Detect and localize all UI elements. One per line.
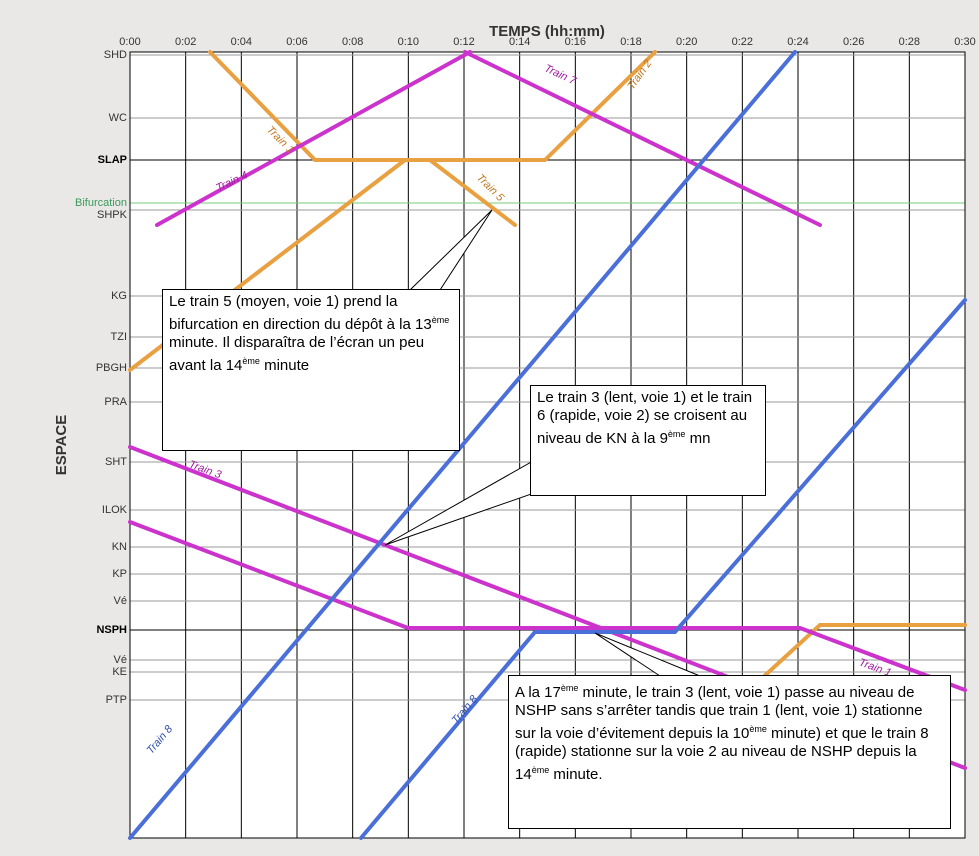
time-label: 0:24: [787, 36, 808, 48]
station-label: KG: [111, 290, 127, 302]
title: TEMPS (hh:mm): [489, 23, 605, 40]
station-label: SHPK: [97, 209, 128, 221]
station-label: PRA: [104, 396, 127, 408]
time-label: 0:06: [286, 36, 307, 48]
station-label: KP: [112, 568, 127, 580]
callout-text: Le train 3 (lent, voie 1) et le train 6 …: [537, 389, 753, 447]
time-label: 0:14: [509, 36, 530, 48]
train-line: [758, 623, 967, 682]
callout-text: ème: [531, 765, 550, 775]
callout: A la 17ème minute, le train 3 (lent, voi…: [508, 675, 951, 829]
train-line: [208, 50, 517, 227]
station-label: PBGH: [96, 362, 127, 374]
time-label: 0:02: [175, 36, 196, 48]
train-line: [128, 520, 967, 692]
time-label: 0:20: [676, 36, 697, 48]
callout-text: minute.: [549, 766, 603, 783]
time-label: 0:12: [453, 36, 474, 48]
callout-text: A la 17: [515, 684, 561, 701]
time-label: 0:22: [732, 36, 753, 48]
train-line: [463, 50, 822, 227]
train-line: [128, 50, 657, 372]
time-label: 0:10: [398, 36, 419, 48]
station-label: PTP: [106, 694, 127, 706]
station-label: Bifurcation: [75, 197, 127, 209]
station-label: SLAP: [98, 154, 127, 166]
station-label: ILOK: [102, 504, 128, 516]
train-line: [155, 50, 472, 227]
station-label: KE: [112, 666, 127, 678]
callout-text: ème: [560, 683, 579, 693]
train-line: [359, 298, 967, 840]
time-label: 0:26: [843, 36, 864, 48]
time-label: 0:00: [119, 36, 140, 48]
time-label: 0:30: [954, 36, 975, 48]
callout-text: mn: [685, 430, 711, 447]
callout-text: minute. Il disparaîtra de l’écran un peu…: [169, 334, 425, 374]
station-label: KN: [112, 541, 127, 553]
time-label: 0:04: [231, 36, 252, 48]
callout-text: ème: [242, 356, 260, 366]
station-label: Vé: [114, 654, 127, 666]
time-label: 0:16: [565, 36, 586, 48]
y-label: ESPACE: [53, 415, 70, 476]
station-label: TZI: [111, 331, 128, 343]
train-line: [128, 50, 797, 840]
callout-text: minute: [259, 357, 310, 374]
callout-text: ème: [667, 429, 686, 439]
callout-text: minute, le train 3 (lent, voie 1) passe …: [515, 684, 923, 742]
time-label: 0:18: [620, 36, 641, 48]
station-label: SHT: [105, 456, 127, 468]
callout: Le train 5 (moyen, voie 1) prend la bifu…: [162, 289, 460, 451]
callout-text: ème: [431, 315, 450, 325]
callout: Le train 3 (lent, voie 1) et le train 6 …: [530, 385, 766, 496]
callout-text: minute) et que le train 8 (rapide) stati…: [515, 725, 929, 783]
station-label: SHD: [104, 49, 127, 61]
callout-text: ème: [749, 724, 767, 734]
time-label: 0:28: [899, 36, 920, 48]
station-label: NSPH: [96, 624, 127, 636]
station-label: WC: [109, 112, 127, 124]
time-label: 0:08: [342, 36, 363, 48]
callout-text: Le train 5 (moyen, voie 1) prend la bifu…: [169, 293, 432, 333]
station-label: Vé: [114, 595, 127, 607]
